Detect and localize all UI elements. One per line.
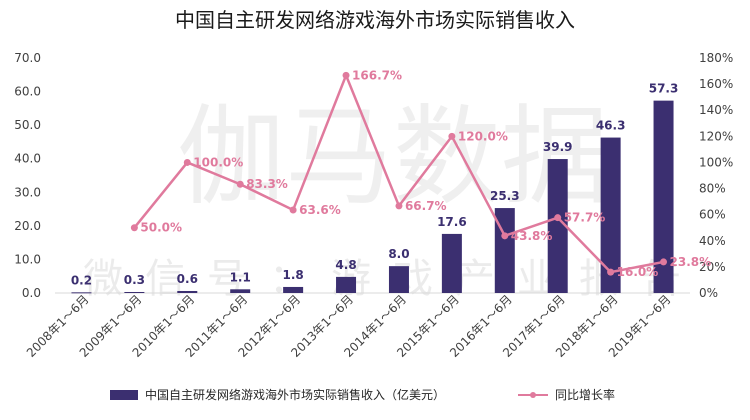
bar (124, 291, 145, 293)
growth-marker (660, 258, 668, 266)
growth-marker (236, 180, 244, 188)
bar (177, 290, 198, 293)
legend-line-label: 同比增长率 (555, 387, 615, 402)
left-tick-label: 20.0 (14, 219, 41, 233)
left-tick-label: 60.0 (14, 85, 41, 99)
bar-value-label: 39.9 (543, 140, 573, 154)
right-tick-label: 40% (699, 234, 726, 248)
legend-line-marker (530, 392, 536, 398)
right-tick-label: 160% (699, 77, 733, 91)
right-tick-label: 20% (699, 260, 726, 274)
growth-marker (607, 268, 615, 276)
right-tick-label: 140% (699, 103, 733, 117)
bar (653, 100, 674, 293)
bar-value-label: 1.8 (282, 268, 303, 282)
legend-bar-swatch (110, 390, 138, 400)
growth-value-label: 63.6% (299, 203, 341, 217)
growth-value-label: 100.0% (193, 155, 243, 169)
right-axis: 0% 20% 40% 60% 80% 100% 120% 140% 160% 180% (699, 51, 733, 300)
bar (388, 266, 409, 293)
growth-marker (289, 206, 297, 214)
bar (494, 208, 515, 293)
right-tick-label: 180% (699, 51, 733, 65)
watermark: 伽马数据 微信号：游戏产业报告 (83, 95, 703, 302)
growth-value-label: 120.0% (458, 129, 508, 143)
growth-marker (130, 224, 138, 232)
growth-value-label: 166.7% (352, 68, 402, 82)
growth-value-label: 66.7% (405, 199, 447, 213)
growth-marker (501, 232, 509, 240)
left-tick-label: 70.0 (14, 51, 41, 65)
left-tick-label: 10.0 (14, 252, 41, 266)
left-tick-label: 40.0 (14, 152, 41, 166)
legend: 中国自主研发网络游戏海外市场实际销售收入（亿美元） 同比增长率 (110, 387, 615, 402)
growth-value-label: 23.8% (670, 255, 712, 269)
bar-value-label: 0.6 (177, 272, 198, 286)
bar-value-label: 0.2 (71, 273, 92, 287)
growth-marker (448, 132, 456, 140)
bar-value-label: 4.8 (335, 258, 356, 272)
growth-marker (395, 202, 403, 210)
bar-value-label: 8.0 (388, 247, 409, 261)
bar (283, 286, 304, 293)
line-series (130, 71, 668, 276)
bar-value-label: 57.3 (649, 82, 679, 96)
bar (600, 137, 621, 293)
right-tick-label: 100% (699, 155, 733, 169)
watermark-main: 伽马数据 (177, 95, 609, 220)
left-axis: 0.0 10.0 20.0 30.0 40.0 50.0 60.0 70.0 (14, 51, 41, 300)
growth-value-label: 16.0% (617, 265, 659, 279)
right-tick-label: 120% (699, 129, 733, 143)
bar (336, 276, 357, 293)
watermark-sub: 微信号：游戏产业报告 (83, 256, 703, 302)
left-tick-label: 30.0 (14, 185, 41, 199)
bar-labels: 0.2 0.3 0.6 1.1 1.8 4.8 8.0 17.6 25.3 39.9 46.3 57.… (71, 82, 679, 288)
right-tick-label: 0% (699, 286, 718, 300)
bar-series (71, 100, 674, 294)
legend-bar-label: 中国自主研发网络游戏海外市场实际销售收入（亿美元） (145, 387, 445, 402)
bar (547, 159, 568, 293)
bar-value-label: 46.3 (596, 119, 626, 133)
growth-marker (183, 158, 191, 166)
bar (230, 289, 251, 293)
pct-labels: 50.0% 100.0%83.3% 63.6% 166.7% 66.7% 120.0% 43… (140, 68, 711, 279)
bar-value-label: 1.1 (230, 270, 251, 284)
growth-value-label: 83.3% (246, 177, 288, 191)
left-tick-label: 50.0 (14, 118, 41, 132)
chart-title: 中国自主研发网络游戏海外市场实际销售收入 (175, 8, 575, 32)
right-tick-label: 80% (699, 182, 726, 196)
growth-marker (554, 214, 562, 222)
growth-value-label: 43.8% (511, 229, 553, 243)
x-tick-labels: 2008年1～6月2009年1～6月2010年1～6月2011年1～6月2012… (24, 292, 674, 360)
right-tick-label: 60% (699, 208, 726, 222)
growth-marker (342, 71, 350, 79)
growth-value-label: 57.7% (564, 211, 606, 225)
bar (441, 233, 462, 293)
bar-value-label: 0.3 (124, 273, 145, 287)
bar (71, 292, 92, 294)
bar-value-label: 17.6 (437, 215, 467, 229)
bar-value-label: 25.3 (490, 189, 520, 203)
left-tick-label: 0.0 (22, 286, 41, 300)
growth-value-label: 50.0% (140, 221, 182, 235)
